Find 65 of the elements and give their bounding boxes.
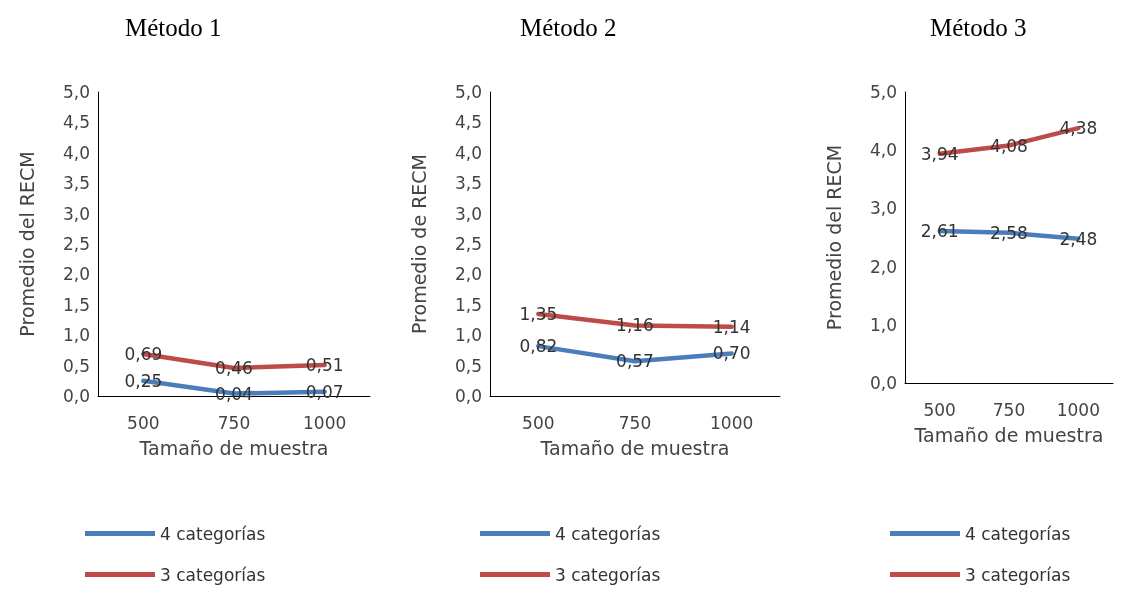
y-tick-label: 4,0 — [62, 142, 90, 163]
chart-title: Método 2 — [520, 14, 617, 41]
y-tick-label: 5,0 — [454, 82, 482, 102]
y-tick-label: 2,0 — [62, 264, 90, 285]
y-tick-label: 1,0 — [869, 314, 897, 335]
data-label: 0,25 — [124, 370, 163, 391]
x-tick-label: 750 — [217, 412, 251, 433]
y-tick-label: 1,5 — [62, 294, 90, 315]
data-label: 2,61 — [920, 221, 959, 242]
y-tick-label: 0,0 — [62, 386, 90, 406]
x-tick-label: 500 — [127, 412, 160, 433]
y-axis-title: Promedio de RECM — [407, 154, 430, 334]
chart-title: Método 1 — [125, 14, 222, 41]
y-tick-label: 3,0 — [869, 198, 897, 219]
legend-label: 4 categorías — [160, 523, 266, 544]
y-tick-label: 1,0 — [454, 325, 482, 346]
legend-label: 4 categorías — [965, 523, 1071, 544]
x-tick-label: 750 — [618, 412, 652, 433]
y-tick-label: 5,0 — [62, 82, 90, 102]
y-tick-label: 5,0 — [869, 82, 897, 102]
y-tick-label: 4,0 — [869, 140, 897, 161]
y-tick-label: 2,5 — [454, 234, 482, 254]
y-tick-label: 2,5 — [62, 234, 90, 254]
y-tick-label: 0,0 — [454, 386, 482, 406]
legend-label: 3 categorías — [160, 564, 266, 585]
y-tick-label: 4,5 — [62, 112, 90, 133]
y-tick-label: 0,0 — [869, 373, 897, 393]
y-tick-label: 3,5 — [454, 173, 482, 194]
x-axis-title: Tamaño de muestra — [138, 436, 329, 459]
y-tick-label: 3,5 — [62, 173, 90, 194]
y-axis-title: Promedio del RECM — [822, 144, 845, 331]
legend-label: 4 categorías — [555, 523, 661, 544]
x-tick-label: 1000 — [1056, 399, 1100, 420]
y-tick-label: 3,0 — [62, 203, 90, 224]
x-tick-label: 500 — [923, 399, 956, 420]
data-label: 1,14 — [712, 316, 751, 337]
chart-title: Método 3 — [930, 14, 1027, 41]
data-label: 2,48 — [1059, 228, 1098, 249]
data-label: 0,82 — [519, 336, 558, 357]
data-label: 0,04 — [215, 383, 253, 404]
legend-label: 3 categorías — [965, 564, 1071, 585]
y-tick-label: 0,5 — [62, 355, 90, 376]
y-tick-label: 4,0 — [454, 142, 482, 163]
x-axis-title: Tamaño de muestra — [539, 436, 730, 459]
x-tick-label: 1000 — [303, 412, 347, 433]
legend-label: 3 categorías — [555, 564, 661, 585]
y-tick-label: 0,5 — [454, 355, 482, 376]
data-label: 0,51 — [305, 354, 344, 375]
data-label: 1,16 — [616, 315, 654, 336]
y-tick-label: 2,0 — [869, 256, 897, 277]
x-tick-label: 500 — [522, 412, 555, 433]
x-tick-label: 1000 — [710, 412, 754, 433]
y-axis-title: Promedio del RECM — [15, 151, 38, 337]
data-label: 0,69 — [124, 344, 163, 365]
y-tick-label: 1,5 — [454, 294, 482, 315]
y-tick-label: 2,0 — [454, 264, 482, 285]
y-tick-label: 3,0 — [454, 203, 482, 224]
y-tick-label: 1,0 — [62, 325, 90, 346]
x-tick-label: 750 — [992, 399, 1026, 420]
data-label: 0,70 — [712, 343, 751, 364]
data-label: 1,35 — [519, 303, 558, 324]
x-axis-title: Tamaño de muestra — [913, 423, 1104, 446]
data-label: 3,94 — [920, 143, 959, 164]
data-label: 4,38 — [1059, 118, 1098, 139]
y-tick-label: 4,5 — [454, 112, 482, 133]
